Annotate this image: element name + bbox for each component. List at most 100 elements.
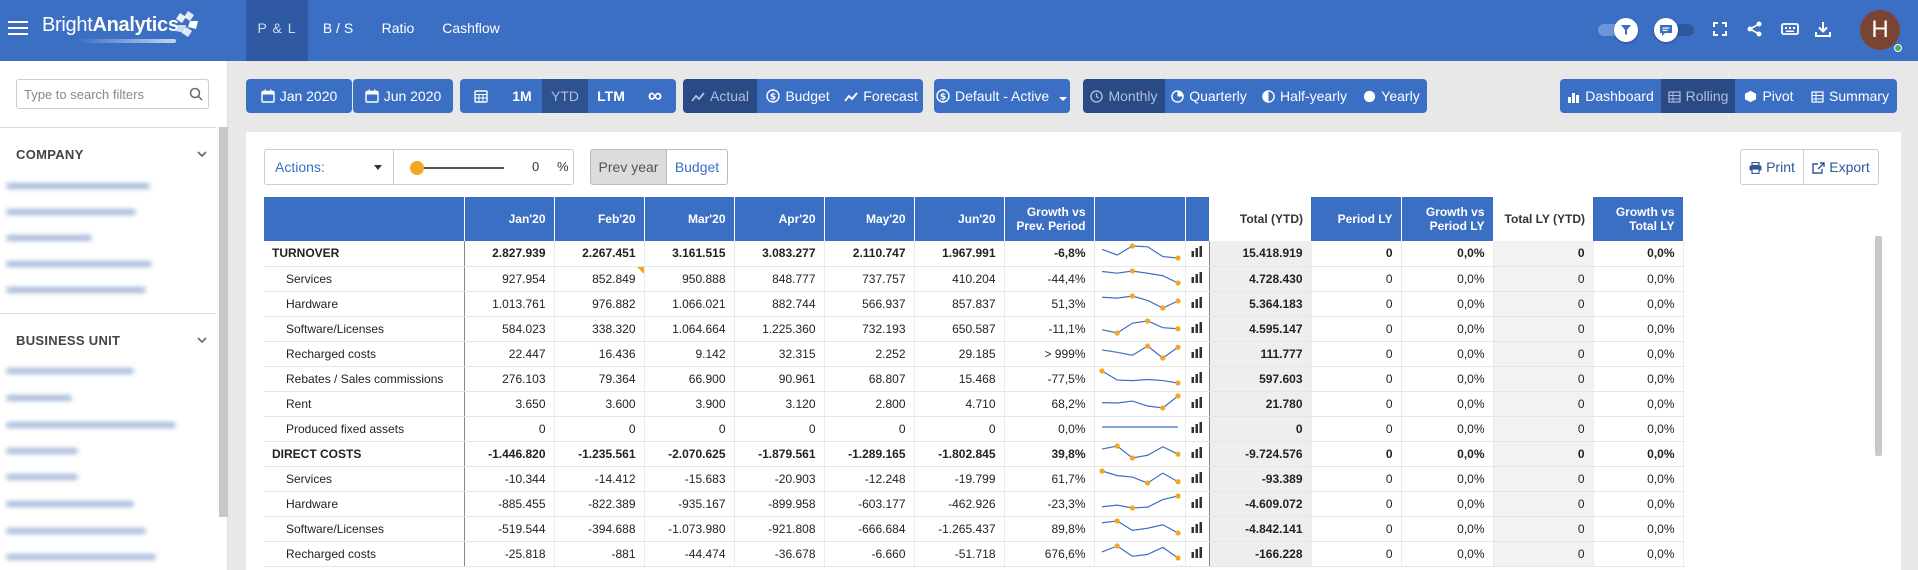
month-value[interactable]: -603.177 <box>824 491 915 517</box>
header-total-ly[interactable]: Total LY (YTD) <box>1493 197 1593 241</box>
month-value[interactable]: 3.650 <box>464 391 555 417</box>
sidebar-item-redacted[interactable] <box>6 474 78 480</box>
calendar-picker-button[interactable] <box>460 79 502 113</box>
row-label[interactable]: Services <box>264 266 465 292</box>
table-row[interactable]: Services -10.344 -14.412 -15.683 -20.903 -12.… <box>264 466 1684 492</box>
total-ly-value[interactable]: 0 <box>1493 291 1594 317</box>
period-all-button[interactable]: ∞ <box>634 79 676 113</box>
month-value[interactable]: -1.073.980 <box>644 516 735 542</box>
month-value[interactable]: 338.320 <box>554 316 645 342</box>
month-value[interactable]: 2.267.451 <box>554 241 645 267</box>
total-ly-value[interactable]: 0 <box>1493 391 1594 417</box>
total-ytd-value[interactable]: -9.724.576 <box>1209 441 1312 467</box>
row-label[interactable]: DIRECT COSTS <box>264 441 465 467</box>
fullscreen-icon[interactable] <box>1709 18 1731 40</box>
month-value[interactable]: -12.248 <box>824 466 915 492</box>
comment-marker[interactable] <box>636 266 644 274</box>
table-row[interactable]: Recharged costs -25.818 -881 -44.474 -36.678… <box>264 541 1684 567</box>
period-ytd-button[interactable]: YTD <box>542 79 588 113</box>
table-row[interactable]: Produced fixed assets 0 0 0 0 0 0 0,0% 0 0 0,0% 0 0,… <box>264 416 1684 442</box>
month-value[interactable]: 650.587 <box>914 316 1005 342</box>
table-row[interactable]: TURNOVER 2.827.939 2.267.451 3.161.515 3.083… <box>264 241 1684 267</box>
month-value[interactable]: 976.882 <box>554 291 645 317</box>
sidebar-item-redacted[interactable] <box>6 209 136 215</box>
share-icon[interactable] <box>1744 18 1766 40</box>
total-ly-value[interactable]: 0 <box>1493 366 1594 392</box>
month-value[interactable]: -36.678 <box>734 541 825 567</box>
month-value[interactable]: 3.083.277 <box>734 241 825 267</box>
month-value[interactable]: 0 <box>734 416 825 442</box>
month-value[interactable]: -19.799 <box>914 466 1005 492</box>
bar-chart-icon[interactable] <box>1185 441 1210 467</box>
month-value[interactable]: -519.544 <box>464 516 555 542</box>
month-value[interactable]: 0 <box>644 416 735 442</box>
table-row[interactable]: Rent 3.650 3.600 3.900 3.120 2.800 4.710 68,2% 2… <box>264 391 1684 417</box>
month-value[interactable]: -1.289.165 <box>824 441 915 467</box>
month-value[interactable]: -935.167 <box>644 491 735 517</box>
user-avatar[interactable]: H <box>1860 10 1900 50</box>
table-row[interactable]: Software/Licenses 584.023 338.320 1.064.664… <box>264 316 1684 342</box>
sidebar-item-redacted[interactable] <box>6 368 134 374</box>
total-ytd-value[interactable]: 0 <box>1209 416 1312 442</box>
period-ly-value[interactable]: 0 <box>1311 391 1402 417</box>
month-value[interactable]: 732.193 <box>824 316 915 342</box>
sidebar-item-redacted[interactable] <box>6 261 152 267</box>
bar-chart-icon[interactable] <box>1185 316 1210 342</box>
chevron-down-icon[interactable] <box>196 334 208 346</box>
view-dashboard-button[interactable]: Dashboard <box>1560 79 1661 113</box>
tab-ratio[interactable]: Ratio <box>381 20 415 36</box>
month-value[interactable]: 276.103 <box>464 366 555 392</box>
row-label[interactable]: Hardware <box>264 491 465 517</box>
month-value[interactable]: 90.961 <box>734 366 825 392</box>
sidebar-item-redacted[interactable] <box>6 395 72 401</box>
month-value[interactable]: 1.064.664 <box>644 316 735 342</box>
bar-chart-icon[interactable] <box>1185 466 1210 492</box>
month-value[interactable]: -44.474 <box>644 541 735 567</box>
filter-search-input[interactable] <box>16 79 209 109</box>
view-rolling-button[interactable]: Rolling <box>1661 79 1735 113</box>
total-ly-value[interactable]: 0 <box>1493 466 1594 492</box>
month-value[interactable]: 584.023 <box>464 316 555 342</box>
month-value[interactable]: 1.066.021 <box>644 291 735 317</box>
sidebar-item-redacted[interactable] <box>6 422 176 428</box>
sidebar-section-business-unit[interactable]: BUSINESS UNIT <box>16 333 121 348</box>
month-value[interactable]: 848.777 <box>734 266 825 292</box>
compare-prev-year-button[interactable]: Prev year <box>590 149 667 185</box>
month-value[interactable]: 852.849 <box>554 266 645 292</box>
sidebar-item-redacted[interactable] <box>6 554 156 560</box>
month-value[interactable]: -15.683 <box>644 466 735 492</box>
month-value[interactable]: 2.800 <box>824 391 915 417</box>
month-value[interactable]: -1.802.845 <box>914 441 1005 467</box>
period-ly-value[interactable]: 0 <box>1311 366 1402 392</box>
month-value[interactable]: -25.818 <box>464 541 555 567</box>
month-value[interactable]: 22.447 <box>464 341 555 367</box>
row-label[interactable]: Hardware <box>264 291 465 317</box>
month-value[interactable]: -462.926 <box>914 491 1005 517</box>
bar-chart-icon[interactable] <box>1185 491 1210 517</box>
tab-pl[interactable]: P & L <box>246 0 308 61</box>
period-ly-value[interactable]: 0 <box>1311 466 1402 492</box>
chevron-down-icon[interactable] <box>196 148 208 160</box>
month-value[interactable]: 79.364 <box>554 366 645 392</box>
month-value[interactable]: 566.937 <box>824 291 915 317</box>
month-value[interactable]: 66.900 <box>644 366 735 392</box>
view-pivot-button[interactable]: Pivot <box>1735 79 1803 113</box>
period-ly-value[interactable]: 0 <box>1311 341 1402 367</box>
sidebar-item-redacted[interactable] <box>6 501 134 507</box>
header-month[interactable]: Jun'20 <box>914 197 1005 241</box>
total-ly-value[interactable]: 0 <box>1493 416 1594 442</box>
download-icon[interactable] <box>1812 18 1834 40</box>
month-value[interactable]: 68.807 <box>824 366 915 392</box>
table-row[interactable]: Hardware -885.455 -822.389 -935.167 -899.958… <box>264 491 1684 517</box>
scenario-actual-button[interactable]: Actual <box>683 79 757 113</box>
header-growth-ly[interactable]: Growth vs Period LY <box>1401 197 1494 241</box>
total-ytd-value[interactable]: 4.595.147 <box>1209 316 1312 342</box>
total-ly-value[interactable]: 0 <box>1493 441 1594 467</box>
month-value[interactable]: 737.757 <box>824 266 915 292</box>
scenario-forecast-button[interactable]: Forecast <box>839 79 923 113</box>
period-ly-value[interactable]: 0 <box>1311 316 1402 342</box>
month-value[interactable]: -921.808 <box>734 516 825 542</box>
header-month[interactable]: Apr'20 <box>734 197 825 241</box>
layout-select[interactable]: $ Default - Active <box>934 79 1070 113</box>
total-ytd-value[interactable]: -4.609.072 <box>1209 491 1312 517</box>
